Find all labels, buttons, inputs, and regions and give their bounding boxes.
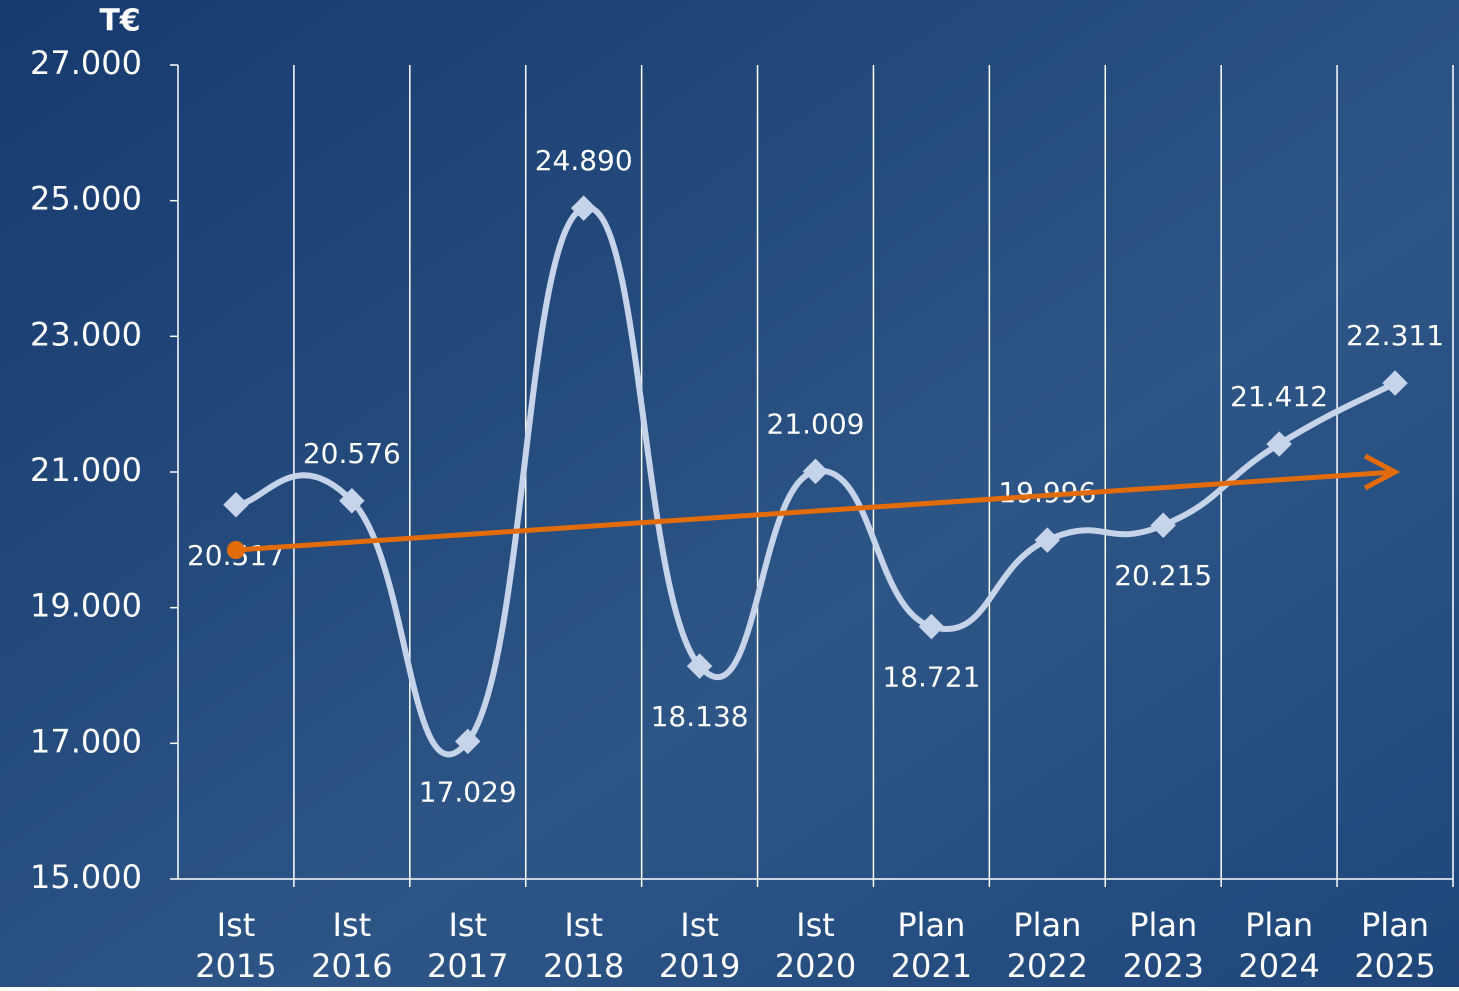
x-tick-label: 2022 bbox=[1007, 947, 1088, 985]
x-tick-label: 2017 bbox=[427, 947, 508, 985]
y-tick-label: 15.000 bbox=[30, 858, 142, 896]
x-tick-label: 2023 bbox=[1123, 947, 1204, 985]
x-tick-label: 2024 bbox=[1238, 947, 1319, 985]
trend-arrowhead bbox=[1363, 453, 1401, 491]
marker bbox=[455, 728, 481, 755]
y-tick-label: 19.000 bbox=[30, 587, 142, 625]
x-tick-label: Plan bbox=[1129, 906, 1197, 944]
data-label: 18.721 bbox=[882, 661, 980, 694]
x-tick-label: Ist bbox=[680, 906, 719, 944]
x-tick-label: 2025 bbox=[1354, 947, 1435, 985]
x-tick-label: Ist bbox=[448, 906, 487, 944]
x-tick-label: Ist bbox=[796, 906, 835, 944]
data-label: 21.009 bbox=[767, 407, 865, 440]
data-label: 24.890 bbox=[535, 144, 633, 177]
marker bbox=[339, 488, 365, 514]
x-tick-label: 2018 bbox=[543, 947, 624, 985]
data-label: 20.215 bbox=[1114, 559, 1212, 592]
y-tick-label: 21.000 bbox=[30, 451, 142, 489]
x-tick-label: 2016 bbox=[311, 947, 392, 985]
data-label: 20.576 bbox=[303, 437, 401, 470]
marker bbox=[686, 653, 713, 679]
x-tick-label: 2019 bbox=[659, 947, 740, 985]
x-tick-label: Plan bbox=[1245, 906, 1313, 944]
trend-start bbox=[226, 541, 245, 560]
x-tick-label: Ist bbox=[217, 906, 256, 944]
y-tick-label: 25.000 bbox=[30, 180, 142, 218]
x-tick-label: Ist bbox=[564, 906, 603, 944]
x-tick-label: 2021 bbox=[891, 947, 972, 985]
x-tick-label: 2020 bbox=[775, 947, 856, 985]
x-tick-label: Plan bbox=[1013, 906, 1081, 944]
y-tick-label: 17.000 bbox=[30, 722, 142, 760]
x-tick-label: 2015 bbox=[195, 947, 276, 985]
y-tick-label: 23.000 bbox=[30, 315, 142, 353]
data-label: 22.311 bbox=[1346, 319, 1444, 352]
marker bbox=[570, 195, 597, 221]
y-tick-label: 27.000 bbox=[30, 44, 142, 82]
marker bbox=[223, 492, 249, 518]
x-tick-label: Ist bbox=[333, 906, 372, 944]
series-line bbox=[235, 204, 1397, 758]
y-unit: T€ bbox=[99, 4, 140, 39]
marker bbox=[918, 613, 945, 640]
marker bbox=[802, 458, 829, 485]
data-label: 18.138 bbox=[651, 700, 749, 733]
trend-line bbox=[235, 469, 1396, 553]
x-tick-label: Plan bbox=[1361, 906, 1429, 944]
data-label: 21.412 bbox=[1230, 380, 1328, 413]
x-tick-label: Plan bbox=[897, 906, 965, 944]
data-label: 17.029 bbox=[419, 775, 517, 808]
